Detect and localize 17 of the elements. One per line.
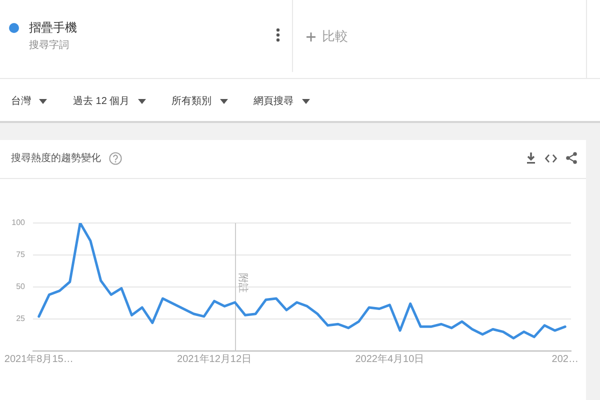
text: 所有類別 — [172, 94, 212, 107]
x-tick-label: 202… — [552, 354, 578, 365]
text: 比較 — [322, 28, 348, 44]
text: 台灣 — [11, 94, 31, 107]
ref-line-label: 附註 — [236, 273, 249, 293]
text: 過去 12 個月 — [73, 94, 130, 107]
x-tick-label: 2022年4月10日 — [355, 352, 424, 365]
x-tick-label: 2021年8月15… — [4, 352, 74, 365]
legend-label: 摺疊手機 — [29, 20, 77, 34]
y-tick-label: 25 — [16, 314, 26, 324]
x-tick-label: 2021年12月12日 — [177, 352, 252, 365]
text: 網頁搜尋 — [252, 94, 294, 107]
text: 搜尋字詞 — [29, 38, 69, 51]
chart-title: 搜尋熱度的趨勢變化 — [11, 152, 101, 164]
y-tick-label: 75 — [16, 250, 26, 260]
y-tick-label: 50 — [16, 282, 26, 292]
y-tick-label: 100 — [12, 218, 26, 228]
